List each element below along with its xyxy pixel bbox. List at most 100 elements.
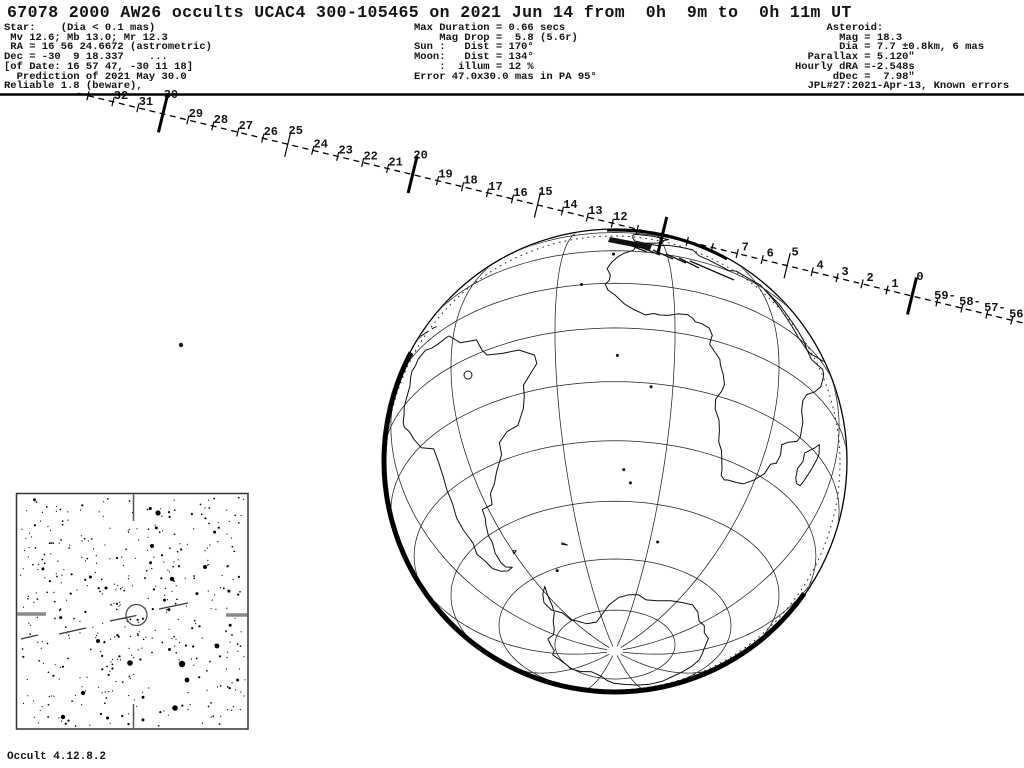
minute-label: 19 [438, 168, 452, 182]
app-version-label: Occult 4.12.8.2 [7, 751, 107, 763]
minute-label: 27 [239, 119, 253, 133]
minute-tick [835, 273, 839, 283]
minute-label: 20 [413, 149, 427, 163]
minute-tick [236, 127, 240, 137]
bright-star [155, 510, 161, 516]
minute-tick [361, 157, 365, 167]
bright-star [80, 690, 86, 696]
minute-tick [261, 133, 265, 143]
minute-tick [656, 216, 669, 255]
minute-tick [635, 224, 639, 234]
limb-shading-arc [606, 228, 728, 261]
minute-label: 58- [959, 295, 981, 309]
asteroid-trail [20, 602, 189, 640]
minute-label: 21 [388, 156, 402, 170]
minute-label: 0 [916, 270, 923, 284]
minute-tick [960, 303, 964, 313]
graticule [384, 231, 846, 692]
minute-tick [810, 267, 814, 277]
minute-tick [560, 206, 565, 216]
minute-tick [783, 252, 791, 279]
minute-tick [935, 297, 939, 307]
bright-star [150, 544, 154, 548]
minute-label: 24 [314, 137, 328, 151]
minute-label: 6 [767, 247, 774, 261]
minute-tick [186, 115, 190, 125]
minute-tick [760, 255, 764, 265]
minute-tick [485, 188, 490, 198]
minute-tick [885, 285, 889, 295]
minute-tick [906, 277, 918, 315]
minute-tick [136, 103, 140, 113]
minute-tick [985, 309, 989, 319]
event-info-block: Max Duration = 0.66 secs Mag Drop = 5.8 … [414, 22, 597, 83]
minute-label: 14 [563, 198, 577, 212]
limb-shading-arc [381, 351, 807, 695]
minute-tick [435, 176, 440, 186]
minute-tick [860, 279, 864, 289]
bright-star [172, 705, 178, 711]
minute-label: 57- [984, 301, 1006, 315]
bright-star [169, 576, 175, 582]
minute-label: 5 [792, 246, 799, 260]
minute-tick [1010, 315, 1014, 325]
minute-tick [211, 121, 215, 131]
minute-label: 12 [613, 210, 627, 224]
occultation-path: 3231302928272625242322212019181716151413… [77, 88, 1024, 325]
minute-label: 13 [588, 204, 602, 218]
earth-globe [381, 228, 848, 695]
bright-star [203, 565, 207, 569]
terminator-line [385, 235, 841, 691]
stray-mark [178, 342, 184, 348]
minute-tick [385, 164, 390, 174]
minute-tick [610, 218, 615, 228]
minute-tick [406, 155, 419, 194]
minute-tick [460, 182, 465, 192]
minute-tick [585, 212, 590, 222]
asteroid-info-block: Asteroid: Mag = 18.3 Dia = 7.7 ±0.8km, 6… [795, 22, 1010, 93]
minute-tick [311, 145, 315, 155]
inset-border [15, 492, 249, 730]
minute-label: 28 [214, 113, 228, 127]
bright-star [96, 639, 100, 643]
minute-tick [710, 242, 714, 252]
minute-label: 56- [1009, 307, 1024, 321]
minute-label: 15 [538, 185, 552, 199]
minute-label: 2 [866, 271, 873, 285]
minute-label: 16 [513, 186, 527, 200]
map-title: 67078 2000 AW26 occults UCAC4 300-105465… [7, 3, 852, 22]
minute-label: 1 [891, 277, 898, 291]
minute-label: 23 [338, 143, 352, 157]
minute-label: 26 [264, 125, 278, 139]
minute-label: 3 [841, 265, 848, 279]
minute-label: 22 [363, 149, 377, 163]
minute-tick [111, 97, 115, 107]
minute-tick [533, 192, 542, 218]
minute-label: 31 [139, 95, 153, 109]
star-info-block: Star: (Dia < 0.1 mas) Mv 12.6; Mb 13.0; … [4, 22, 212, 93]
minute-tick [735, 248, 739, 259]
minute-label: 7 [742, 241, 749, 255]
lake-maracaibo [463, 370, 473, 380]
bright-star [60, 714, 66, 720]
minute-label: 25 [289, 124, 303, 138]
bright-star [127, 660, 133, 666]
bright-star [184, 677, 190, 683]
star-chart-inset [15, 492, 249, 730]
minute-tick [510, 194, 515, 204]
minute-label: 17 [488, 180, 502, 194]
minute-label: 29 [189, 107, 203, 121]
minute-tick [156, 95, 169, 133]
minute-tick [685, 236, 689, 246]
minute-label: 18 [463, 174, 477, 188]
minute-label: 4 [817, 259, 824, 273]
target-star-circle [125, 603, 148, 627]
bright-star [214, 643, 220, 649]
minute-tick [284, 131, 292, 158]
minute-label: 59- [934, 289, 956, 303]
minute-tick [336, 151, 340, 161]
ground-track-hatches [626, 243, 735, 281]
bright-star [178, 660, 186, 668]
